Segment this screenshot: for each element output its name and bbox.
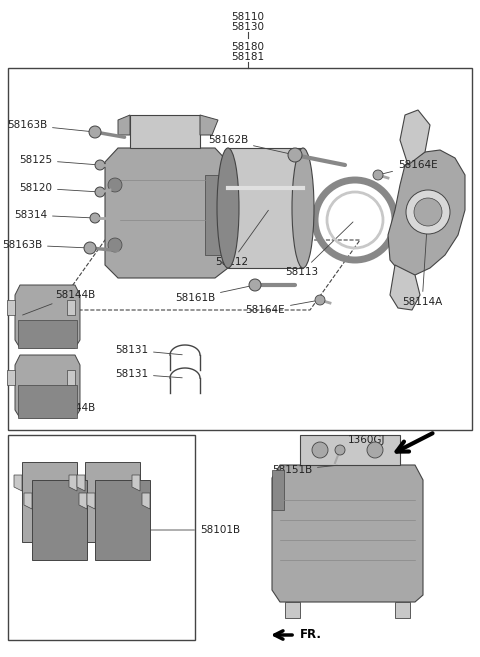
Text: 58120: 58120 <box>19 183 97 193</box>
Polygon shape <box>200 115 218 135</box>
Text: 58163B: 58163B <box>7 120 92 131</box>
Polygon shape <box>300 435 400 465</box>
Circle shape <box>89 126 101 138</box>
Polygon shape <box>395 602 410 618</box>
Text: 1360GJ: 1360GJ <box>343 435 385 449</box>
Text: 58161B: 58161B <box>175 286 252 303</box>
Circle shape <box>90 213 100 223</box>
Polygon shape <box>105 148 228 278</box>
Polygon shape <box>14 475 22 491</box>
Circle shape <box>373 170 383 180</box>
Polygon shape <box>142 493 150 509</box>
Ellipse shape <box>292 148 314 268</box>
Circle shape <box>367 442 383 458</box>
Polygon shape <box>272 465 423 602</box>
Polygon shape <box>22 462 77 542</box>
Circle shape <box>315 295 325 305</box>
Polygon shape <box>285 602 300 618</box>
Polygon shape <box>67 370 75 385</box>
Text: 58164E: 58164E <box>381 160 438 174</box>
Polygon shape <box>77 475 85 491</box>
Text: 58130: 58130 <box>231 22 264 32</box>
Text: 58112: 58112 <box>215 210 268 267</box>
Circle shape <box>288 148 302 162</box>
Polygon shape <box>18 320 77 348</box>
Polygon shape <box>118 115 130 135</box>
Polygon shape <box>7 370 15 385</box>
Polygon shape <box>32 480 87 560</box>
Bar <box>272 470 284 510</box>
Polygon shape <box>15 285 80 348</box>
Text: 58144B: 58144B <box>23 290 95 315</box>
Polygon shape <box>87 493 95 509</box>
Bar <box>228 148 303 268</box>
Polygon shape <box>390 265 420 310</box>
Text: 58113: 58113 <box>285 222 353 277</box>
Circle shape <box>414 198 442 226</box>
Polygon shape <box>18 385 77 418</box>
Bar <box>205 175 228 255</box>
Circle shape <box>95 160 105 170</box>
Polygon shape <box>85 462 140 542</box>
Text: 58144B: 58144B <box>23 391 95 413</box>
Polygon shape <box>130 115 200 148</box>
Text: 58101B: 58101B <box>151 525 240 535</box>
Text: 58163B: 58163B <box>2 240 87 250</box>
Text: 58162B: 58162B <box>208 135 292 154</box>
Polygon shape <box>388 150 465 275</box>
Polygon shape <box>24 493 32 509</box>
Circle shape <box>84 242 96 254</box>
Text: 58131: 58131 <box>115 369 182 379</box>
Polygon shape <box>67 300 75 315</box>
Polygon shape <box>132 475 140 491</box>
Circle shape <box>406 190 450 234</box>
Circle shape <box>108 238 122 252</box>
Bar <box>8 68 472 430</box>
Text: FR.: FR. <box>300 629 322 641</box>
Circle shape <box>249 279 261 291</box>
Polygon shape <box>95 480 150 560</box>
Polygon shape <box>7 300 15 315</box>
Text: 58114A: 58114A <box>402 215 442 307</box>
Text: 58151B: 58151B <box>272 465 337 475</box>
Bar <box>8 435 195 640</box>
Polygon shape <box>15 355 80 418</box>
Polygon shape <box>400 110 430 165</box>
Circle shape <box>335 445 345 455</box>
Text: 58131: 58131 <box>115 345 182 355</box>
Polygon shape <box>69 475 77 491</box>
Text: 58181: 58181 <box>231 52 264 62</box>
Text: 58125: 58125 <box>19 155 97 165</box>
Text: 58180: 58180 <box>231 42 264 52</box>
Text: 58164E: 58164E <box>245 300 317 315</box>
Circle shape <box>108 178 122 192</box>
Polygon shape <box>79 493 87 509</box>
Text: 58110: 58110 <box>231 12 264 22</box>
Text: 58314: 58314 <box>14 210 92 220</box>
Circle shape <box>312 442 328 458</box>
Ellipse shape <box>217 148 239 268</box>
Circle shape <box>95 187 105 197</box>
